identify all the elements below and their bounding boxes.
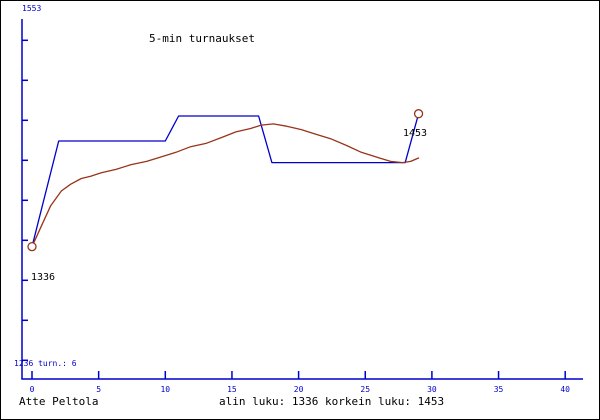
y-axis-min-info-label: 1236 turn.: 6	[14, 359, 77, 368]
x-tick-label: 20	[293, 385, 304, 394]
lowest-point-marker	[27, 242, 37, 252]
x-tick-label: 35	[493, 385, 504, 394]
series-line-brown-smooth	[31, 123, 420, 248]
y-axis-max-label: 1553	[22, 4, 42, 13]
series-line-blue-step	[31, 113, 420, 248]
x-tick-label: 15	[227, 385, 237, 394]
highest-point-marker	[413, 109, 424, 119]
chart-title: 5-min turnaukset	[149, 32, 255, 45]
x-tick-label: 5	[96, 385, 102, 394]
x-tick-label: 25	[360, 385, 371, 394]
player-name-label: Atte Peltola	[19, 395, 99, 408]
summary-stats-label: alin luku: 1336 korkein luku: 1453	[219, 395, 445, 408]
x-tick-label: 10	[160, 385, 171, 394]
start-point-value-label: 1336	[31, 272, 56, 283]
x-tick-label: 40	[560, 385, 571, 394]
end-point-value-label: 1453	[403, 128, 428, 139]
x-tick-label: 30	[427, 385, 437, 394]
x-tick-label: 0	[29, 385, 35, 394]
